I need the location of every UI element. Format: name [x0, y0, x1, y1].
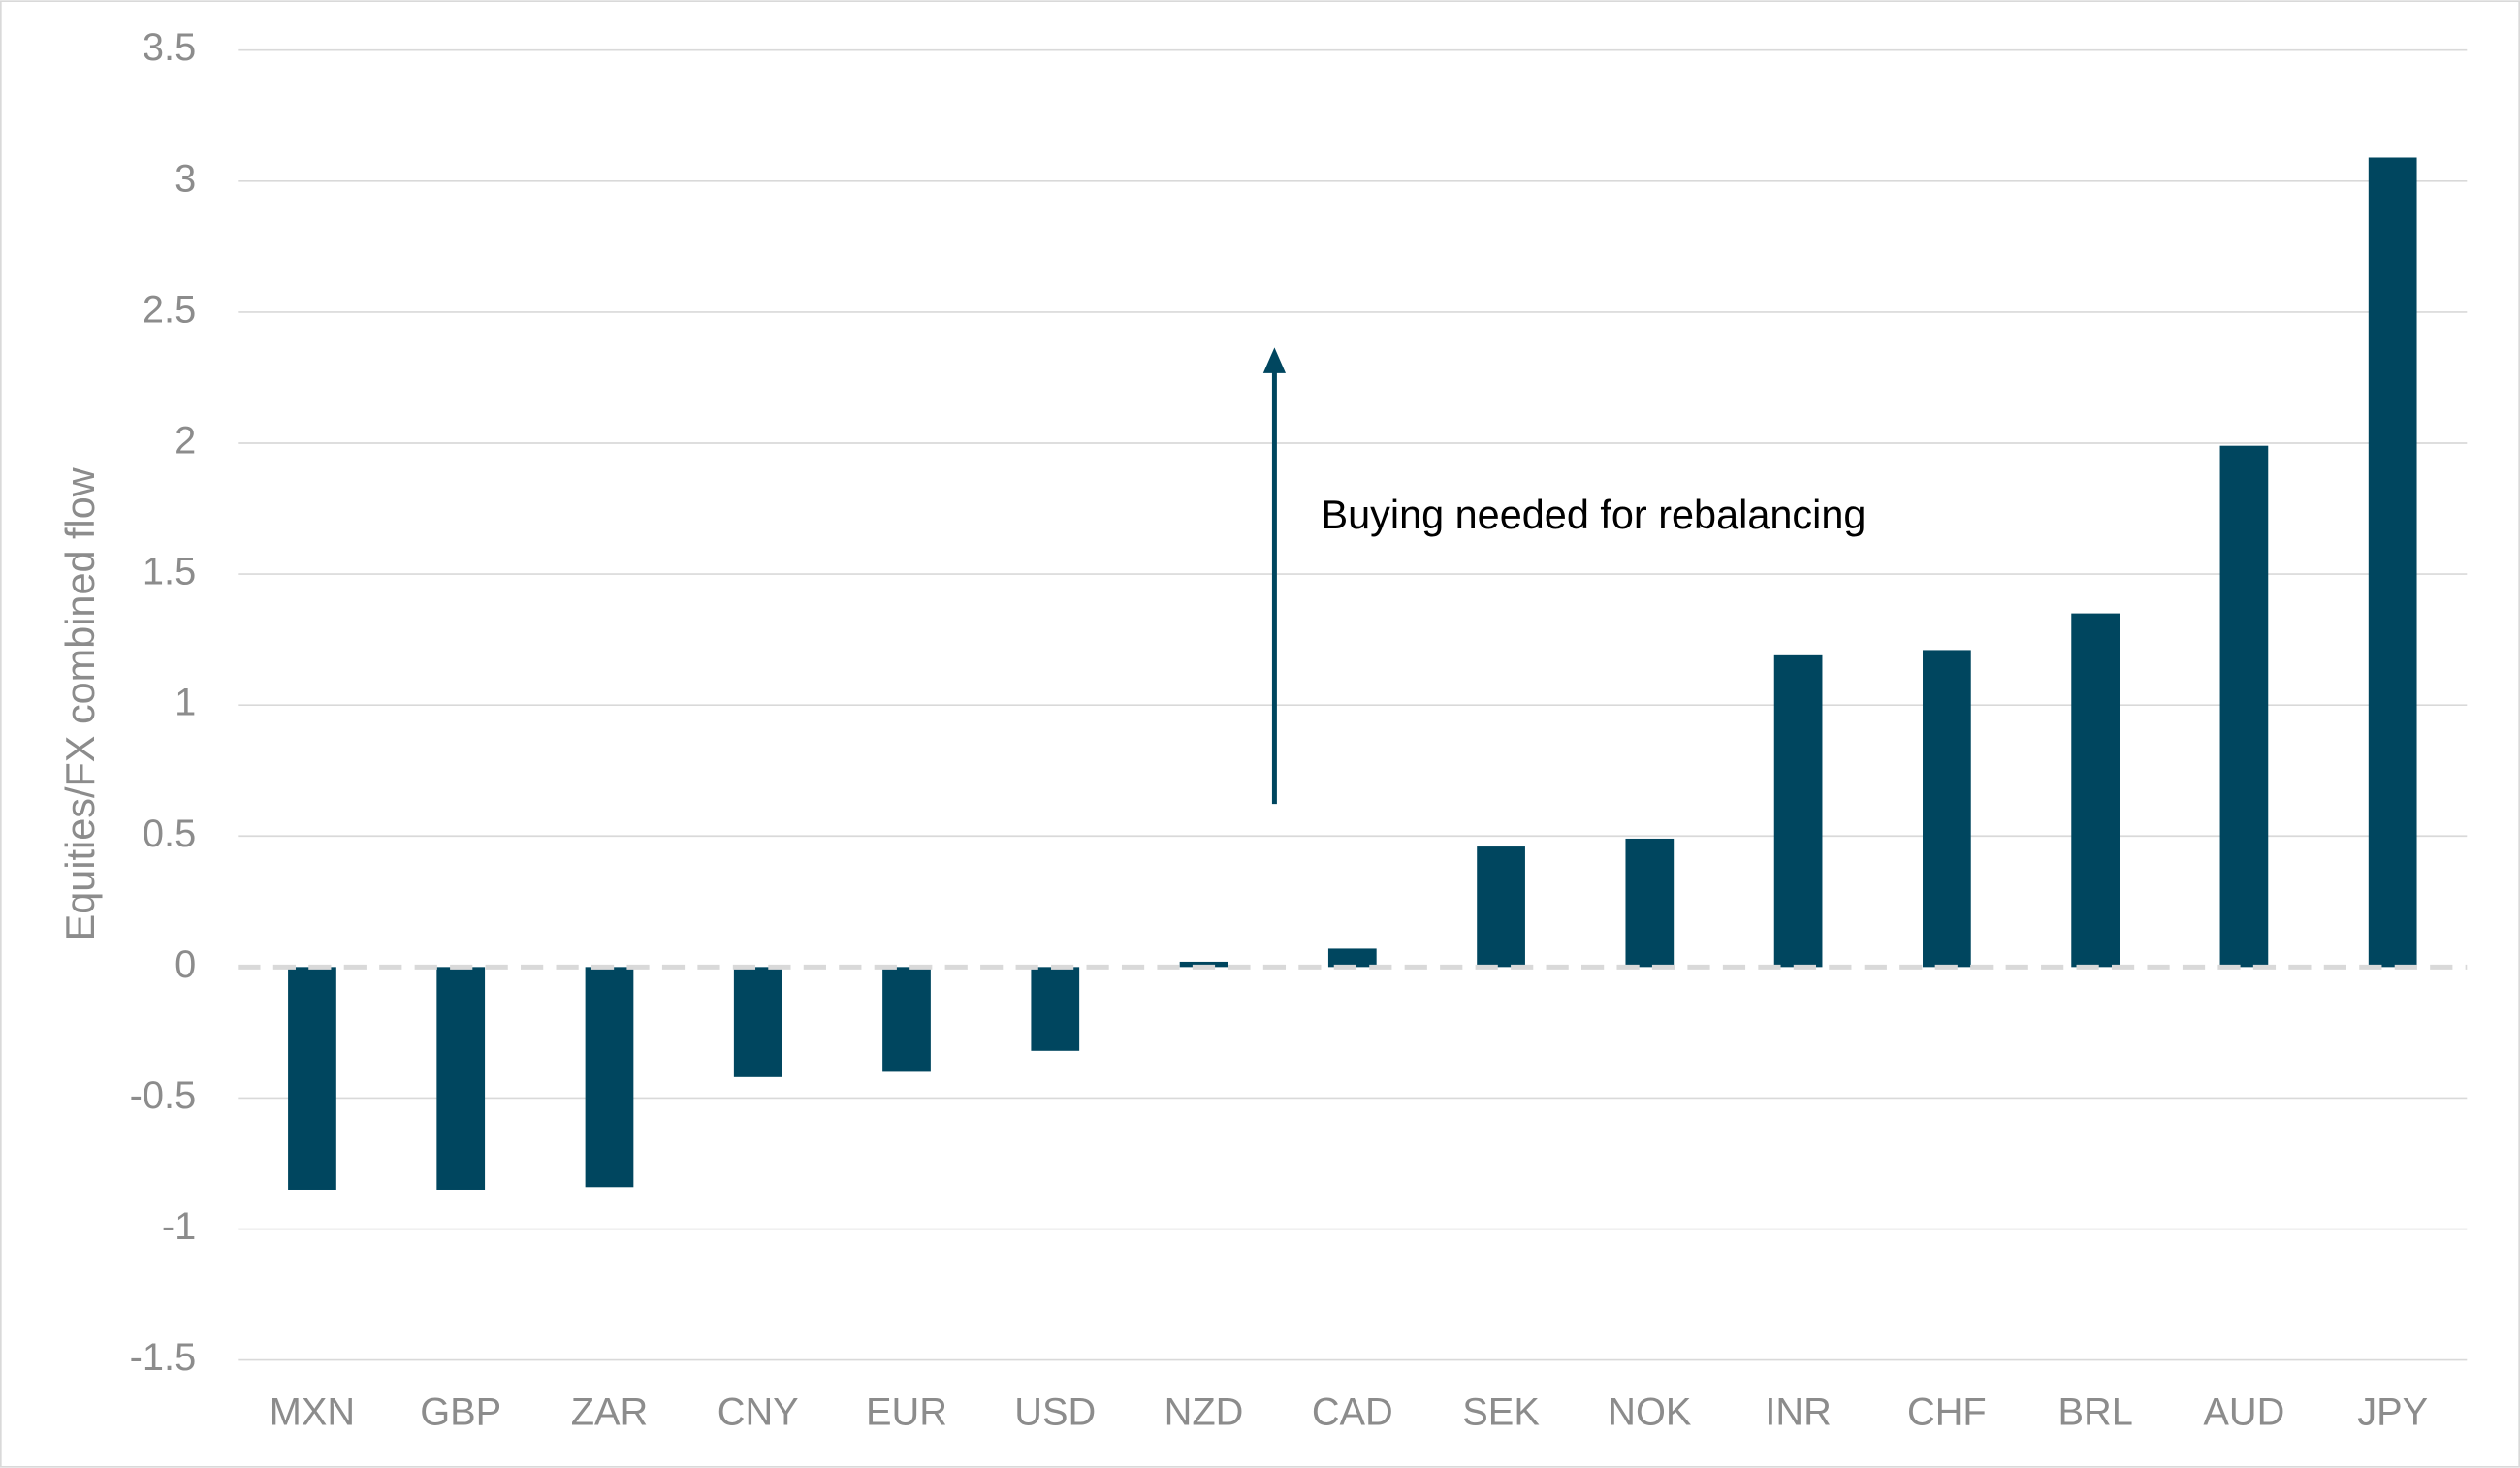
y-tick-label: 0.5	[143, 813, 196, 855]
bar	[2219, 445, 2269, 968]
x-tick-label: MXN	[270, 1390, 355, 1433]
bar	[1923, 650, 1971, 968]
plot-area: -1.5 -1 -0.5 0 0.5 1 1.5 2 2.5 3 3.5 MXN GBP ZAR CNY EU…	[130, 26, 2468, 1433]
bar	[2071, 613, 2120, 968]
bar	[436, 967, 486, 1190]
x-tick-label: CHF	[1907, 1390, 1987, 1433]
x-tick-label: USD	[1014, 1390, 1096, 1433]
y-tick-label: 3.5	[143, 26, 196, 69]
x-tick-label: INR	[1765, 1390, 1831, 1433]
bar	[882, 967, 931, 1072]
y-tick-label: 3	[175, 157, 196, 200]
x-tick-label: JPY	[2357, 1390, 2428, 1433]
y-tick-label: -1	[162, 1205, 196, 1248]
arrow-head	[1262, 347, 1287, 373]
x-tick-label: NZD	[1164, 1390, 1244, 1433]
bar	[585, 967, 634, 1188]
x-tick-label: GBP	[420, 1390, 501, 1433]
y-tick-label: -0.5	[130, 1074, 197, 1117]
bar	[1477, 846, 1525, 968]
x-tick-label: SEK	[1462, 1390, 1540, 1433]
bar	[1179, 961, 1228, 968]
y-tick-label: -1.5	[130, 1336, 197, 1379]
y-tick-label: 1.5	[143, 551, 196, 593]
x-tick-label: BRL	[2057, 1390, 2132, 1433]
x-tick-label: EUR	[866, 1390, 947, 1433]
x-tick-label: ZAR	[571, 1390, 649, 1433]
bar	[1031, 967, 1080, 1051]
y-tick-label: 0	[175, 943, 196, 986]
annotation: Buying needed for rebalancing	[1321, 492, 1866, 537]
y-tick-label: 1	[175, 682, 196, 724]
x-tick-label: NOK	[1608, 1390, 1692, 1433]
y-tick-label: 2	[175, 420, 196, 463]
x-tick-label: CAD	[1312, 1390, 1393, 1433]
bar	[1773, 654, 1823, 968]
bar	[1625, 838, 1675, 968]
bar	[288, 967, 336, 1190]
bar	[733, 967, 782, 1077]
x-tick-label: CNY	[718, 1390, 799, 1433]
bar	[1327, 948, 1377, 968]
x-tick-label: AUD	[2203, 1390, 2284, 1433]
y-tick-label: 2.5	[143, 288, 196, 331]
bar	[2368, 157, 2417, 968]
y-axis-label: Equities/FX combined flow	[57, 466, 103, 941]
